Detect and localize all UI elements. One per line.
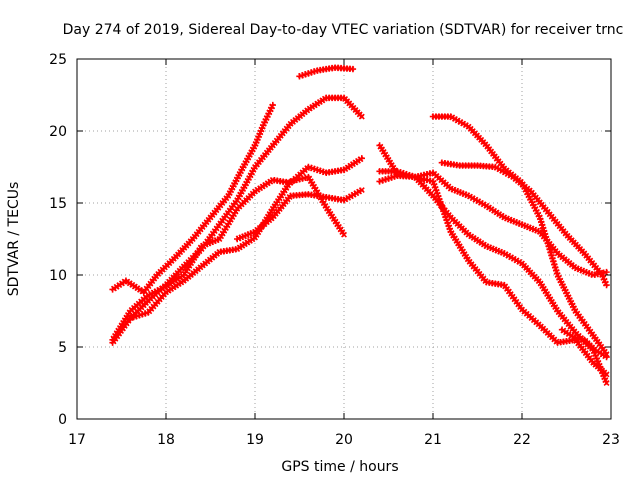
y-tick-label: 10 [49, 268, 67, 284]
data-point [603, 281, 610, 289]
series-arc-11 [438, 159, 610, 289]
data-point [603, 380, 610, 386]
data-point [341, 231, 347, 238]
x-tick-label: 21 [424, 432, 442, 448]
y-tick-label: 15 [49, 196, 67, 212]
y-tick-label: 25 [49, 52, 67, 68]
series-arc-9 [376, 172, 610, 386]
data-point [603, 268, 610, 276]
y-tick-label: 20 [49, 124, 67, 140]
data-point [358, 187, 365, 194]
x-tick-label: 20 [335, 432, 353, 448]
series-arc-6 [296, 64, 357, 80]
x-tick-label: 19 [246, 432, 264, 448]
x-tick-label: 22 [513, 432, 531, 448]
x-axis-title: GPS time / hours [281, 459, 398, 475]
data-point [349, 65, 357, 73]
x-tick-label: 17 [68, 432, 86, 448]
series-arc-12 [558, 326, 610, 361]
data-point [269, 101, 276, 109]
series-arc-1 [109, 101, 276, 296]
data-point [358, 155, 365, 162]
series-arc-5 [234, 187, 365, 243]
data-point [603, 353, 610, 361]
plot-frame [76, 58, 612, 420]
data-point [358, 113, 365, 120]
x-tick-label: 23 [602, 432, 620, 448]
y-tick-label: 0 [58, 412, 67, 428]
x-tick-label: 18 [157, 432, 175, 448]
y-tick-label: 5 [58, 340, 67, 356]
chart-title: Day 274 of 2019, Sidereal Day-to-day VTE… [63, 22, 624, 38]
y-axis-title: SDTVAR / TECUs [6, 182, 22, 297]
data-marks [109, 64, 610, 386]
